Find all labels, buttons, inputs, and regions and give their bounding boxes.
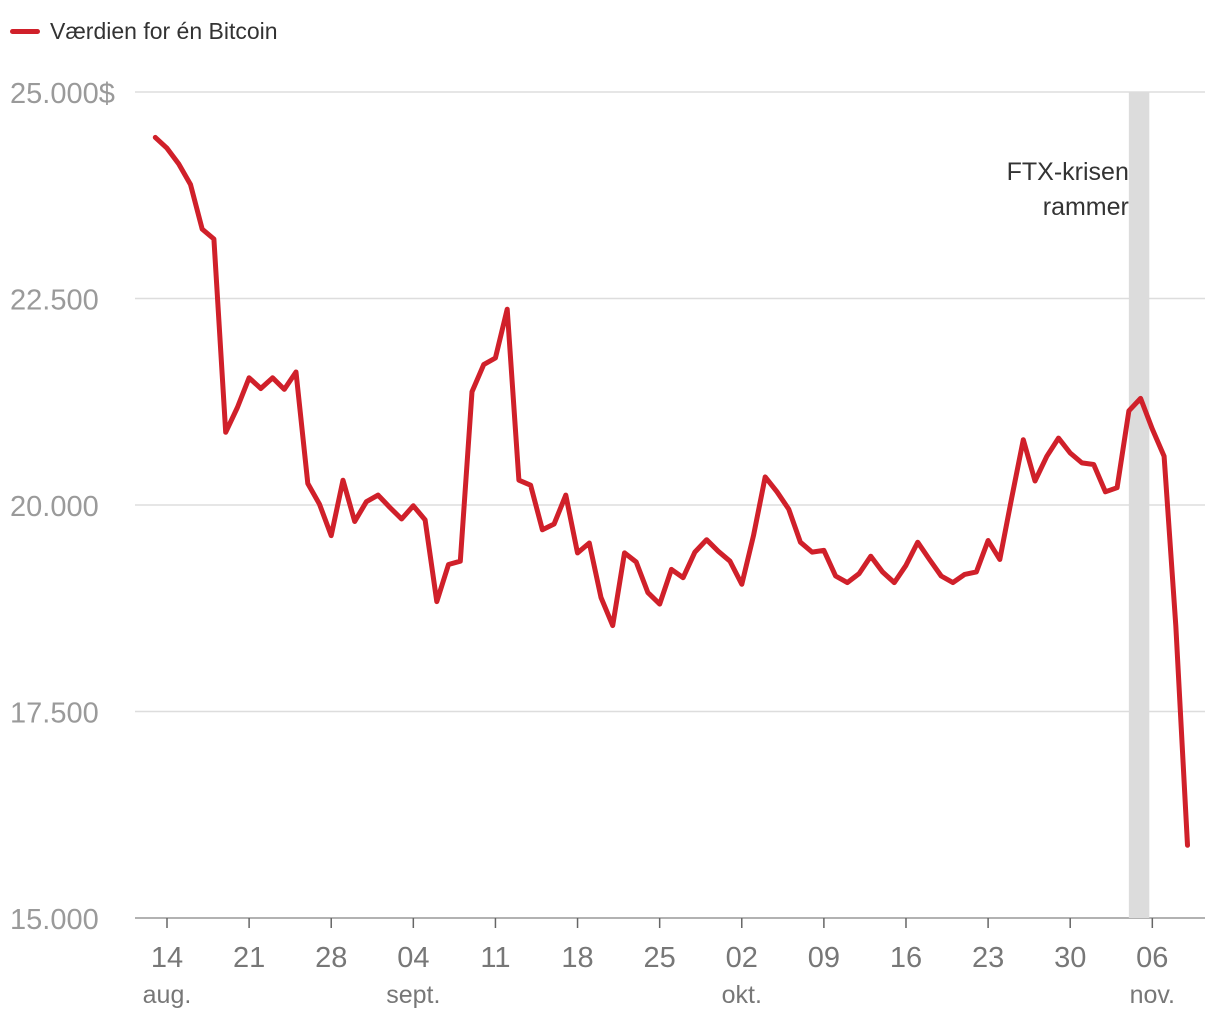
y-tick-label: 20.000 <box>10 491 99 523</box>
x-month-label: sept. <box>386 981 440 1009</box>
x-tick-label: 11 <box>480 942 510 974</box>
legend-swatch <box>10 28 40 34</box>
bitcoin-price-line <box>152 134 1190 848</box>
x-tick-label: 21 <box>233 942 265 974</box>
x-tick-label: 28 <box>315 942 347 974</box>
y-tick-label: 17.500 <box>10 698 99 730</box>
x-tick-label: 25 <box>644 942 676 974</box>
x-month-label: nov. <box>1130 981 1175 1009</box>
annotation-label: rammer <box>1043 193 1129 221</box>
x-tick-label: 06 <box>1136 942 1168 974</box>
x-tick-label: 04 <box>397 942 429 974</box>
chart-legend: Værdien for én Bitcoin <box>10 16 278 46</box>
x-tick-label: 09 <box>808 942 840 974</box>
x-month-label: aug. <box>143 981 192 1009</box>
annotation-label: FTX-krisen <box>1007 158 1129 186</box>
legend-label: Værdien for én Bitcoin <box>50 17 278 44</box>
x-tick-label: 02 <box>726 942 758 974</box>
x-tick-label: 14 <box>151 942 183 974</box>
x-tick-label: 16 <box>890 942 922 974</box>
x-month-label: okt. <box>722 981 762 1009</box>
y-tick-label: 15.000 <box>10 904 99 936</box>
x-tick-label: 30 <box>1054 942 1086 974</box>
y-tick-label: 22.500 <box>10 285 99 317</box>
x-tick-label: 23 <box>972 942 1004 974</box>
ftx-crisis-band <box>1128 92 1150 918</box>
x-tick-label: 18 <box>561 942 593 974</box>
y-tick-label: 25.000$ <box>10 78 115 110</box>
